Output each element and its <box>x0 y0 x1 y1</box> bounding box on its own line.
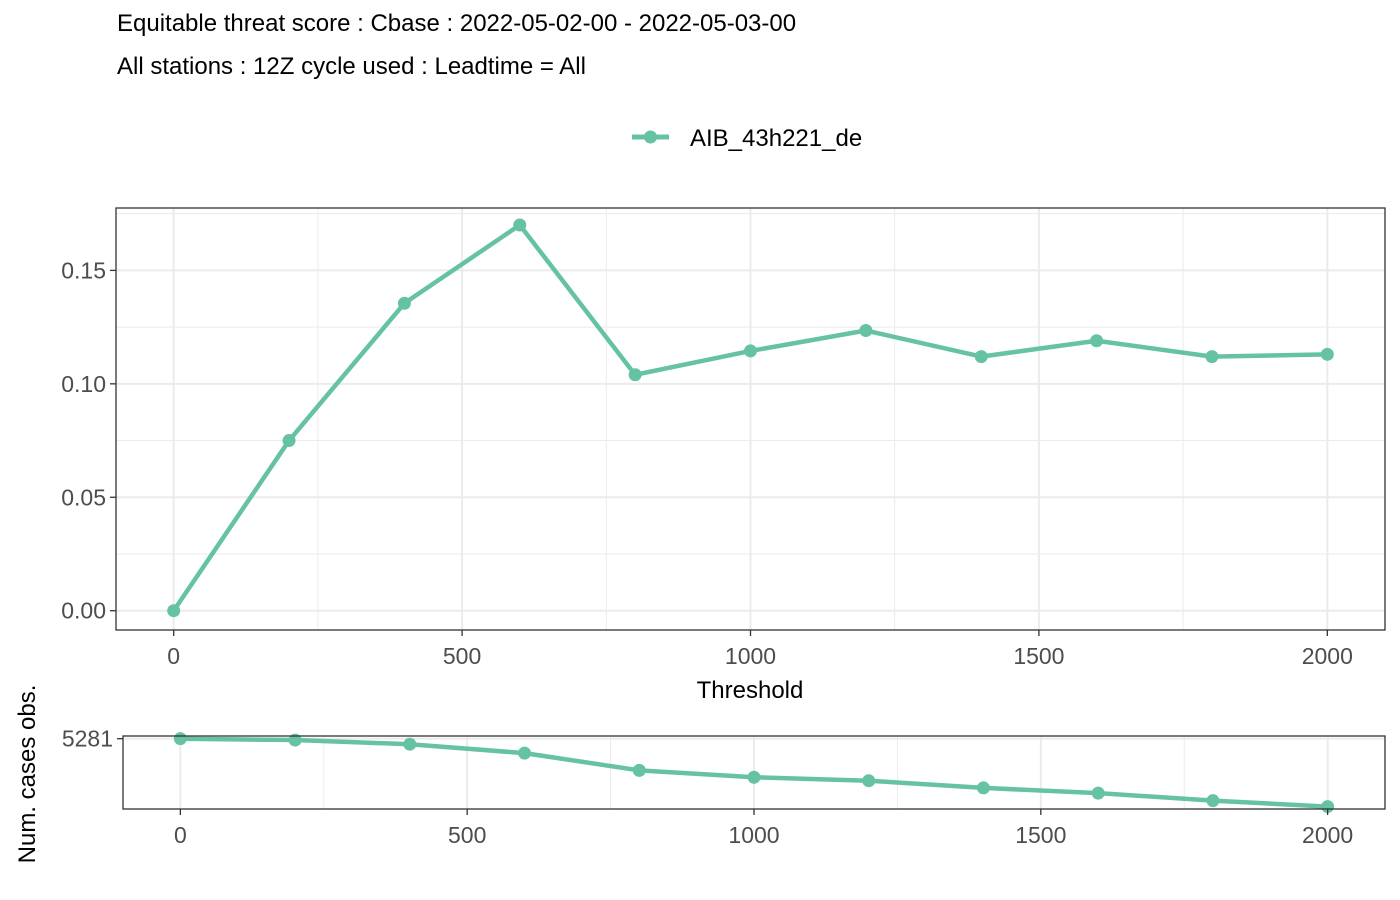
cases-data-point <box>632 763 646 777</box>
cases-y-tick-label: 5281 <box>62 726 113 752</box>
legend-point-swatch <box>644 130 657 144</box>
main-x-tick-label: 1500 <box>1013 643 1064 669</box>
main-x-tick-label: 0 <box>167 643 180 669</box>
cases-data-point <box>1091 786 1105 800</box>
main-data-point <box>628 368 642 382</box>
cases-data-point <box>1206 794 1220 808</box>
main-x-tick-label: 2000 <box>1302 643 1353 669</box>
main-y-tick-label: 0.00 <box>61 598 106 624</box>
cases-x-tick-label: 1500 <box>1015 822 1066 848</box>
main-y-tick-label: 0.10 <box>61 371 106 397</box>
chart-title: Equitable threat score : Cbase : 2022-05… <box>117 10 797 37</box>
main-plot-panel: 0 500 1000 1500 2000 0.00 0.05 0.10 0.15 <box>61 207 1386 669</box>
main-data-point <box>513 218 527 232</box>
cases-data-point <box>518 746 532 760</box>
main-data-point <box>859 324 873 338</box>
main-data-point <box>974 350 988 364</box>
cases-data-point <box>1321 800 1335 814</box>
main-x-tick-label: 1000 <box>725 643 776 669</box>
main-data-point <box>282 434 296 448</box>
cases-x-tick-label: 0 <box>174 822 187 848</box>
cases-x-tick-label: 500 <box>448 822 486 848</box>
cases-data-point <box>173 732 187 746</box>
main-y-tick-label: 0.15 <box>61 257 106 283</box>
legend-label: AIB_43h221_de <box>690 125 862 152</box>
cases-data-point <box>747 770 761 784</box>
legend: AIB_43h221_de <box>632 125 862 152</box>
x-axis-title: Threshold <box>697 677 804 704</box>
main-data-point <box>397 296 411 310</box>
main-data-point <box>744 344 757 358</box>
cases-y-axis-title: Num. cases obs. <box>14 685 41 864</box>
cases-data-point <box>862 774 876 788</box>
cases-data-point <box>288 733 302 747</box>
cases-x-tick-label: 2000 <box>1302 822 1353 848</box>
cases-x-tick-label: 1000 <box>728 822 779 848</box>
main-data-point <box>1090 334 1104 348</box>
cases-data-point <box>403 737 417 751</box>
main-y-tick-label: 0.05 <box>61 484 106 510</box>
main-data-point <box>1205 350 1219 364</box>
main-data-point <box>167 604 181 618</box>
cases-data-point <box>976 781 990 795</box>
chart-subtitle: All stations : 12Z cycle used : Leadtime… <box>117 53 586 80</box>
main-data-point <box>1320 347 1334 361</box>
main-x-tick-label: 500 <box>443 643 481 669</box>
cases-plot-panel: 0 500 1000 1500 2000 5281 <box>62 726 1386 848</box>
